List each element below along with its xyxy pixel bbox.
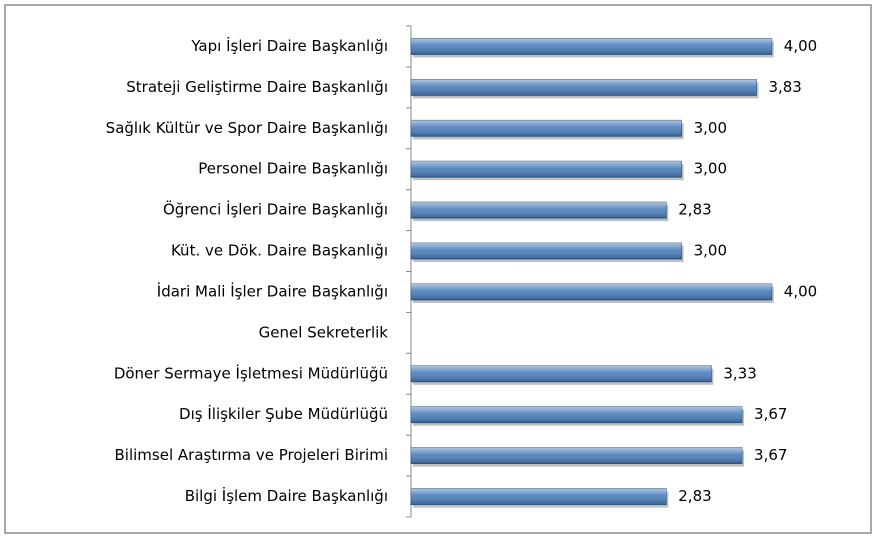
y-tick-label: Öğrenci İşleri Daire Başkanlığı xyxy=(163,200,388,219)
value-label: 2,83 xyxy=(678,201,711,219)
value-label: 4,00 xyxy=(784,282,817,300)
value-label: 4,00 xyxy=(784,37,817,55)
bar-shine xyxy=(411,365,712,382)
y-tick-label: Bilgi İşlem Daire Başkanlığı xyxy=(185,486,388,505)
value-label: 3,33 xyxy=(723,364,756,382)
y-tick-label: Strateji Geliştirme Daire Başkanlığı xyxy=(126,78,388,96)
y-tick-label: Sağlık Kültür ve Spor Daire Başkanlığı xyxy=(106,119,388,137)
value-label: 3,00 xyxy=(694,119,727,137)
bar-shine xyxy=(411,488,667,505)
y-tick-label: Personel Daire Başkanlığı xyxy=(198,160,388,178)
bar-shine xyxy=(411,161,682,178)
bar-shine xyxy=(411,202,667,219)
bar-shine xyxy=(411,120,682,137)
y-tick-label: Küt. ve Dök. Daire Başkanlığı xyxy=(171,242,388,260)
bar-shine xyxy=(411,406,743,423)
value-label: 3,00 xyxy=(694,160,727,178)
value-label: 3,67 xyxy=(754,405,787,423)
y-tick-label: Döner Sermaye İşletmesi Müdürlüğü xyxy=(114,363,388,382)
value-label: 3,00 xyxy=(694,242,727,260)
y-tick-label: Dış İlişkiler Şube Müdürlüğü xyxy=(179,404,388,423)
value-label: 3,67 xyxy=(754,446,787,464)
y-tick-label: Genel Sekreterlik xyxy=(259,323,389,341)
bar-shine xyxy=(411,447,743,464)
bar-shine xyxy=(411,243,682,260)
value-label: 3,83 xyxy=(768,78,801,96)
y-tick-label: İdari Mali İşler Daire Başkanlığı xyxy=(157,281,388,300)
bar-shine xyxy=(411,79,757,96)
y-tick-label: Bilimsel Araştırma ve Projeleri Birimi xyxy=(115,446,388,464)
bar-shine xyxy=(411,283,772,300)
bar-shine xyxy=(411,38,772,55)
y-tick-label: Yapı İşleri Daire Başkanlığı xyxy=(190,36,388,55)
value-label: 2,83 xyxy=(678,487,711,505)
